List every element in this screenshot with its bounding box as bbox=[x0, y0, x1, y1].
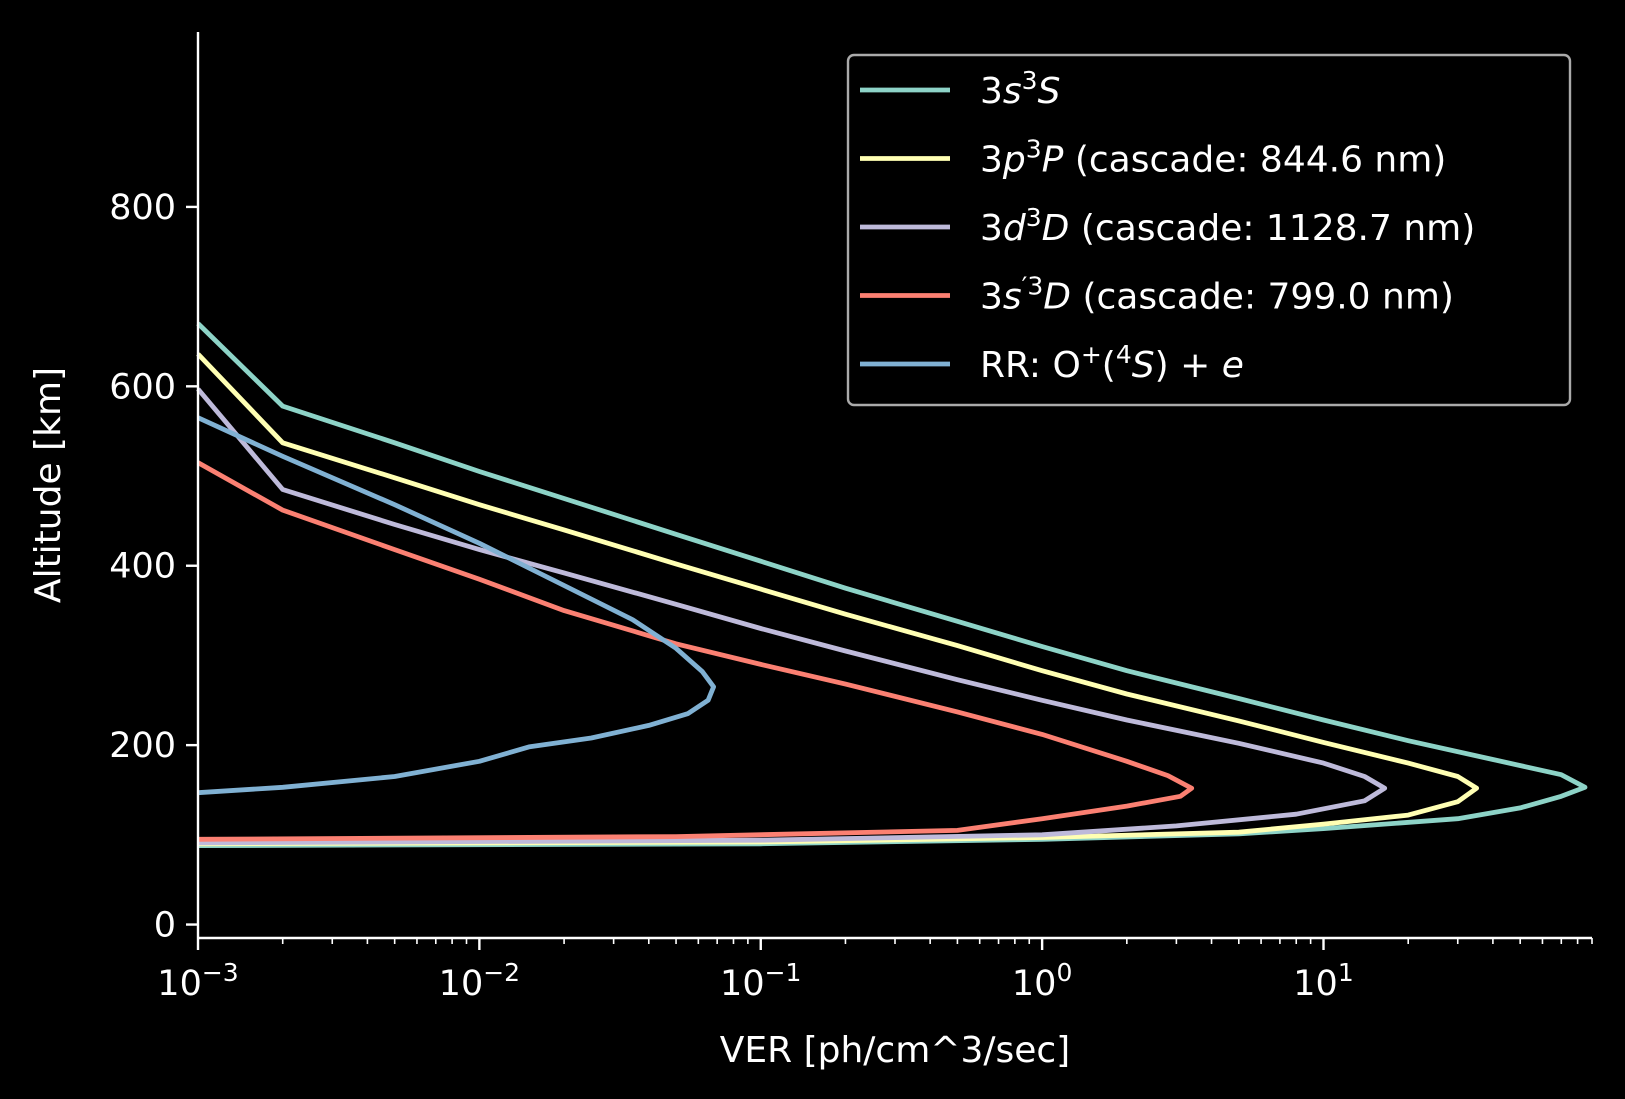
series-line-1 bbox=[196, 321, 1588, 848]
x-axis-title: VER [ph/cm^3/sec] bbox=[720, 1030, 1070, 1071]
series-layer bbox=[196, 321, 1588, 848]
series-line-4 bbox=[196, 460, 1195, 842]
legend-label-1: 3s3S bbox=[980, 66, 1060, 112]
y-tick-label: 400 bbox=[109, 547, 176, 587]
y-tick-label: 600 bbox=[109, 367, 176, 407]
legend-label-5: RR: O+(4S) + e bbox=[980, 340, 1244, 386]
legend-label-3: 3d3D (cascade: 1128.7 nm) bbox=[980, 203, 1475, 249]
y-tick-label: 800 bbox=[109, 188, 176, 228]
y-tick-label: 200 bbox=[109, 726, 176, 766]
legend-label-4: 3s′3D (cascade: 799.0 nm) bbox=[980, 272, 1454, 318]
series-line-5 bbox=[197, 415, 716, 796]
legend-frame bbox=[846, 53, 1572, 407]
legend: 3s3S 3p3P (cascade: 844.6 nm) 3d3D (cascad… bbox=[846, 53, 1572, 407]
y-tick-label: 0 bbox=[154, 906, 176, 946]
y-axis-title: Altitude [km] bbox=[28, 367, 69, 603]
series-line-2 bbox=[196, 352, 1479, 847]
legend-label-2: 3p3P (cascade: 844.6 nm) bbox=[980, 135, 1446, 181]
